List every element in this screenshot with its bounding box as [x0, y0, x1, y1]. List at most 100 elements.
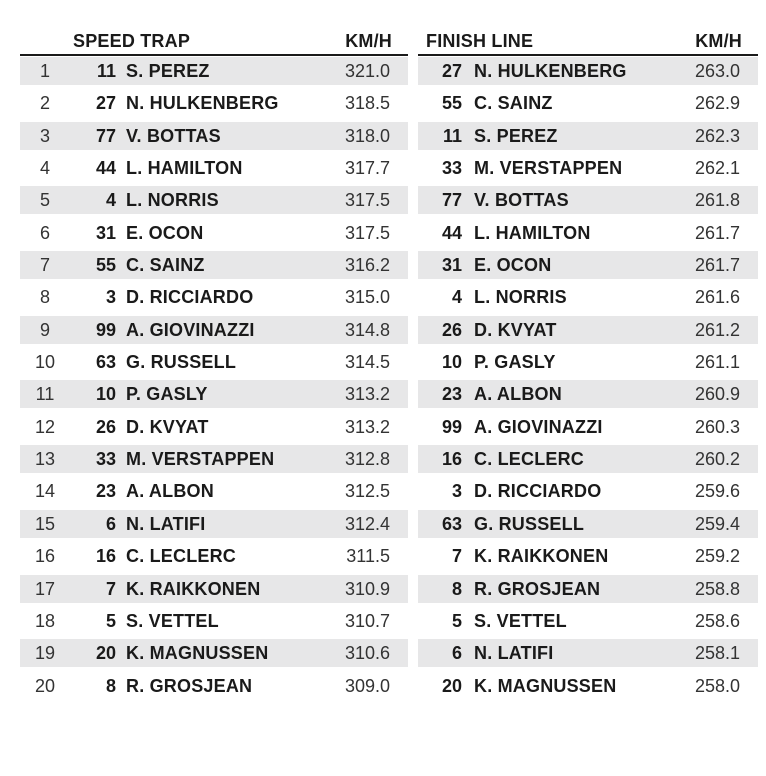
speed-trap-unit: KM/H — [345, 31, 392, 51]
driver-name-cell: C. LECLERC — [126, 546, 236, 567]
position-cell: 17 — [34, 578, 56, 599]
driver-name-cell: R. GROSJEAN — [474, 578, 601, 599]
speed-cell: 261.2 — [694, 319, 740, 340]
table-row: 7 K. RAIKKONEN 259.2 — [418, 542, 758, 570]
driver-name-cell: P. GASLY — [474, 352, 556, 373]
driver-name-cell: L. NORRIS — [126, 190, 219, 211]
table-row: 20 K. MAGNUSSEN 258.0 — [418, 672, 758, 700]
speed-cell: 310.6 — [344, 643, 390, 664]
table-row: 6 31 E. OCON 317.5 — [20, 219, 408, 247]
table-row: 11 S. PEREZ 262.3 — [418, 121, 758, 150]
speed-cell: 312.8 — [344, 449, 390, 470]
car-number-cell: 8 — [451, 578, 462, 599]
speed-cell: 259.4 — [694, 513, 740, 534]
driver-name-cell: D. RICCIARDO — [474, 481, 602, 502]
position-cell: 3 — [39, 125, 50, 146]
car-number-cell: 16 — [95, 546, 116, 567]
driver-name-cell: E. OCON — [474, 255, 552, 276]
car-number-cell: 10 — [441, 352, 462, 373]
driver-name-cell: K. RAIKKONEN — [126, 578, 261, 599]
table-row: 1 11 S. PEREZ 321.0 — [20, 57, 408, 85]
car-number-cell: 44 — [95, 158, 116, 179]
car-number-cell: 6 — [105, 513, 116, 534]
speed-cell: 309.0 — [344, 675, 390, 696]
table-row: 2 27 N. HULKENBERG 318.5 — [20, 89, 408, 117]
position-cell: 12 — [34, 416, 56, 437]
car-number-cell: 99 — [95, 319, 116, 340]
driver-name-cell: L. NORRIS — [474, 287, 567, 308]
position-cell: 2 — [39, 93, 50, 114]
table-row: 31 E. OCON 261.7 — [418, 251, 758, 280]
speed-cell: 313.2 — [344, 384, 390, 405]
speed-cell: 258.1 — [694, 643, 740, 664]
position-cell: 9 — [39, 319, 50, 340]
speed-cell: 318.0 — [344, 125, 390, 146]
driver-name-cell: A. ALBON — [126, 481, 214, 502]
speed-trap-table: 1 11 S. PEREZ 321.0 2 27 N. HULKENBERG 318.5 3 77… — [20, 57, 408, 704]
table-row: 9 99 A. GIOVINAZZI 314.8 — [20, 315, 408, 344]
car-number-cell: 8 — [105, 675, 116, 696]
speed-trap-title: SPEED TRAP — [73, 31, 191, 51]
car-number-cell: 23 — [441, 384, 462, 405]
position-cell: 13 — [34, 449, 56, 470]
driver-name-cell: C. LECLERC — [474, 449, 584, 470]
speed-cell: 321.0 — [344, 61, 390, 81]
table-row: 7 55 C. SAINZ 316.2 — [20, 251, 408, 280]
table-row: 55 C. SAINZ 262.9 — [418, 89, 758, 117]
speed-cell: 260.3 — [694, 416, 740, 437]
car-number-cell: 11 — [96, 61, 116, 81]
table-row: 14 23 A. ALBON 312.5 — [20, 477, 408, 505]
driver-name-cell: N. HULKENBERG — [126, 93, 279, 114]
speed-cell: 258.0 — [694, 675, 740, 696]
table-row: 19 20 K. MAGNUSSEN 310.6 — [20, 639, 408, 668]
table-row: 26 D. KVYAT 261.2 — [418, 315, 758, 344]
table-row: 16 16 C. LECLERC 311.5 — [20, 542, 408, 570]
speed-cell: 310.9 — [344, 578, 390, 599]
car-number-cell: 33 — [95, 449, 116, 470]
finish-line-table: 27 N. HULKENBERG 263.0 55 C. SAINZ 262.9 11 S. … — [418, 57, 758, 704]
speed-cell: 311.5 — [346, 546, 390, 567]
position-cell: 11 — [35, 384, 55, 405]
table-row: 23 A. ALBON 260.9 — [418, 380, 758, 409]
table-row: 63 G. RUSSELL 259.4 — [418, 509, 758, 538]
driver-name-cell: A. ALBON — [474, 384, 562, 405]
driver-name-cell: G. RUSSELL — [126, 352, 237, 373]
table-row: 13 33 M. VERSTAPPEN 312.8 — [20, 445, 408, 474]
speed-cell: 261.6 — [694, 287, 740, 308]
car-number-cell: 31 — [441, 255, 462, 276]
position-cell: 4 — [39, 158, 50, 179]
position-cell: 1 — [39, 61, 50, 81]
driver-name-cell: S. VETTEL — [474, 610, 567, 631]
driver-name-cell: M. VERSTAPPEN — [474, 158, 623, 179]
speed-cell: 262.1 — [694, 158, 740, 179]
speed-cell: 318.5 — [344, 93, 390, 114]
car-number-cell: 77 — [441, 190, 462, 211]
position-cell: 16 — [34, 546, 56, 567]
table-row: 11 10 P. GASLY 313.2 — [20, 380, 408, 409]
position-cell: 7 — [39, 255, 50, 276]
driver-name-cell: L. HAMILTON — [474, 222, 591, 243]
driver-name-cell: S. VETTEL — [126, 610, 219, 631]
driver-name-cell: C. SAINZ — [126, 255, 205, 276]
driver-name-cell: K. RAIKKONEN — [474, 546, 609, 567]
car-number-cell: 44 — [441, 222, 462, 243]
car-number-cell: 23 — [95, 481, 116, 502]
table-row: 4 L. NORRIS 261.6 — [418, 283, 758, 311]
car-number-cell: 31 — [95, 222, 116, 243]
table-row: 10 P. GASLY 261.1 — [418, 348, 758, 376]
table-row: 12 26 D. KVYAT 313.2 — [20, 413, 408, 441]
car-number-cell: 7 — [105, 578, 116, 599]
speed-cell: 312.5 — [344, 481, 390, 502]
speed-cell: 310.7 — [344, 610, 390, 631]
car-number-cell: 7 — [451, 546, 462, 567]
speed-cell: 262.3 — [694, 125, 740, 146]
driver-name-cell: V. BOTTAS — [126, 125, 221, 146]
driver-name-cell: L. HAMILTON — [126, 158, 243, 179]
car-number-cell: 3 — [451, 481, 462, 502]
table-row: 27 N. HULKENBERG 263.0 — [418, 57, 758, 85]
table-row: 5 S. VETTEL 258.6 — [418, 607, 758, 635]
speed-cell: 314.8 — [344, 319, 390, 340]
table-row: 20 8 R. GROSJEAN 309.0 — [20, 672, 408, 700]
driver-name-cell: A. GIOVINAZZI — [126, 319, 255, 340]
driver-name-cell: S. PEREZ — [474, 125, 558, 146]
